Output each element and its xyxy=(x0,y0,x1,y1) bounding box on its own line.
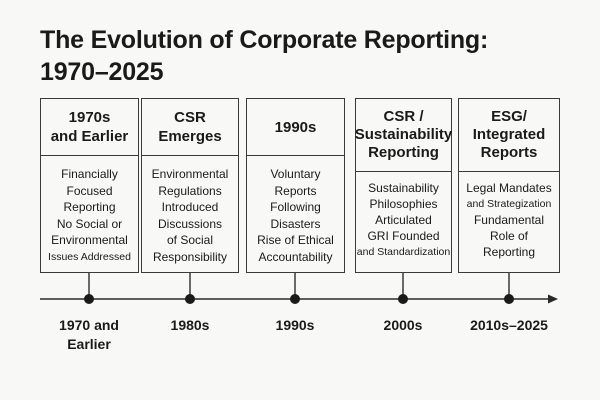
description-line: Environmental xyxy=(151,167,229,181)
era-card-sustainability: CSR / Sustainability Reporting Sustainab… xyxy=(355,98,452,273)
period-line: 1980s xyxy=(170,317,210,333)
period-line: Earlier xyxy=(67,336,111,352)
timeline-marker xyxy=(290,294,300,304)
description-line: GRI Founded xyxy=(367,229,440,243)
period-label-1980s: 1980s xyxy=(130,316,250,335)
heading-line: CSR / xyxy=(383,108,424,125)
description-line: Disasters xyxy=(270,216,321,231)
description-line: Sustainability xyxy=(368,181,439,195)
heading-line: Reporting xyxy=(368,144,439,161)
description-line: Financially xyxy=(61,167,118,181)
period-line: 1990s xyxy=(275,317,315,333)
era-card-description: Financially Focused Reporting No Social … xyxy=(41,156,138,265)
heading-line: Reports xyxy=(480,144,538,161)
description-line: Reporting xyxy=(63,200,116,214)
description-line: Responsibility xyxy=(152,249,228,264)
description-line: Legal Mandates xyxy=(466,181,552,195)
timeline-marker xyxy=(504,294,514,304)
description-line: Articulated xyxy=(375,213,432,227)
description-line: Fundamental xyxy=(473,213,545,227)
era-card-description: Legal Mandates and Strategization Fundam… xyxy=(459,172,559,260)
era-card-heading: CSR Emerges xyxy=(142,99,238,156)
description-line: Discussions xyxy=(157,216,223,231)
connector-lines xyxy=(88,273,510,299)
description-line: Reporting xyxy=(482,245,536,259)
period-line: 2000s xyxy=(383,317,423,333)
era-card-description: Sustainability Philosophies Articulated … xyxy=(356,172,451,260)
description-line: No Social or xyxy=(56,216,123,231)
description-line: Role of xyxy=(489,229,529,243)
description-line: Issues Addressed xyxy=(48,250,131,263)
era-card-heading: ESG/ Integrated Reports xyxy=(459,99,559,172)
era-card-1970s: 1970s and Earlier Financially Focused Re… xyxy=(40,98,139,273)
period-label-1970: 1970 and Earlier xyxy=(29,316,149,354)
heading-line: and Earlier xyxy=(50,128,129,145)
description-line: Rise of Ethical xyxy=(257,233,334,247)
description-line: Philosophies xyxy=(369,197,438,211)
page-title: The Evolution of Corporate Reporting: 19… xyxy=(40,24,488,88)
title-line-1: The Evolution of Corporate Reporting: xyxy=(40,26,489,54)
description-line: Following xyxy=(270,200,321,214)
heading-line: CSR xyxy=(174,109,206,126)
era-card-esg: ESG/ Integrated Reports Legal Mandates a… xyxy=(458,98,560,273)
description-line: Environmental xyxy=(51,233,128,247)
period-label-2000s: 2000s xyxy=(343,316,463,335)
era-card-heading: 1970s and Earlier xyxy=(41,99,138,156)
era-card-description: Voluntary Reports Following Disasters Ri… xyxy=(247,156,344,265)
timeline-marker xyxy=(398,294,408,304)
era-card-heading: CSR / Sustainability Reporting xyxy=(354,99,453,172)
heading-line: 1990s xyxy=(274,118,317,136)
heading-line: Sustainability xyxy=(354,126,453,143)
heading-line: 1970s xyxy=(68,109,111,126)
description-line: of Social xyxy=(166,233,214,247)
description-line: Focused xyxy=(66,183,113,198)
period-line: 2010s–2025 xyxy=(470,317,548,333)
title-line-2: 1970–2025 xyxy=(40,58,164,86)
period-label-1990s: 1990s xyxy=(235,316,355,335)
era-card-csr-emerges: CSR Emerges Environmental Regulations In… xyxy=(141,98,239,273)
description-line: Regulations xyxy=(158,183,222,198)
heading-line: Emerges xyxy=(158,128,222,145)
timeline-arrow-icon xyxy=(548,294,558,304)
era-card-description: Environmental Regulations Introduced Dis… xyxy=(142,156,238,265)
timeline-marker xyxy=(84,294,94,304)
era-card-1990s: 1990s Voluntary Reports Following Disast… xyxy=(246,98,345,273)
description-line: and Standardization xyxy=(356,246,451,258)
period-line: 1970 and xyxy=(59,317,119,333)
timeline-marker xyxy=(185,294,195,304)
heading-line: Integrated xyxy=(472,126,546,143)
description-line: Reports xyxy=(274,183,317,198)
description-line: and Strategization xyxy=(466,198,552,210)
heading-line: ESG/ xyxy=(491,108,527,125)
description-line: Accountability xyxy=(258,249,333,264)
era-card-heading: 1990s xyxy=(247,99,344,156)
description-line: Voluntary xyxy=(270,167,321,181)
timeline-markers xyxy=(84,294,514,304)
period-label-2010s: 2010s–2025 xyxy=(449,316,569,335)
description-line: Introduced xyxy=(161,200,219,214)
